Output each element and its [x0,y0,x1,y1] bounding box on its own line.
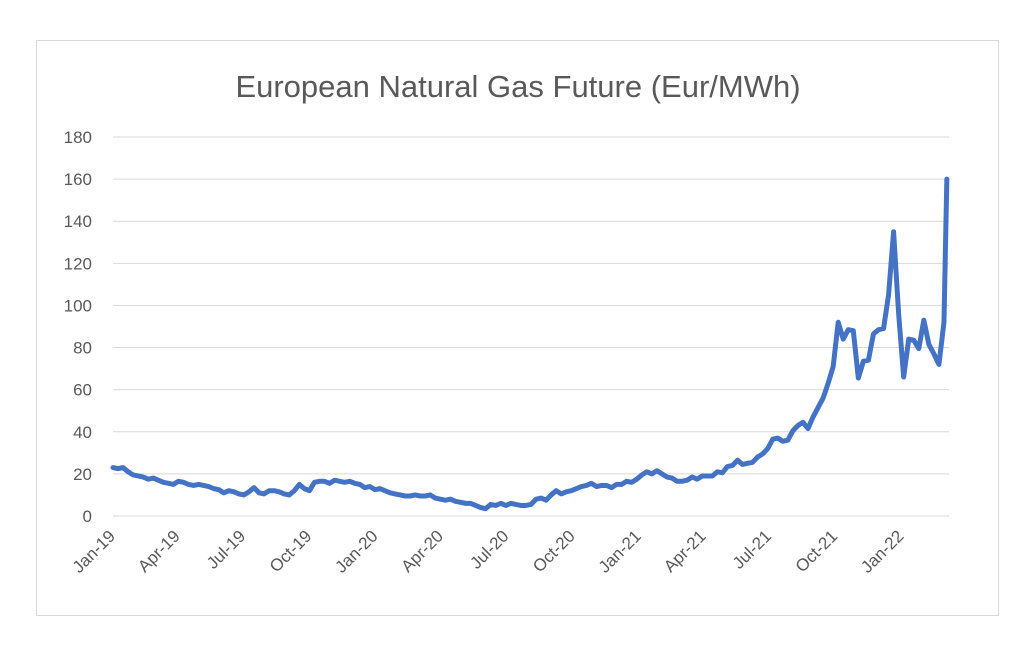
series-layer [110,176,950,512]
x-tick-label: Jul-21 [729,527,775,573]
x-tick-label: Jul-20 [466,527,512,573]
x-tick-label: Apr-21 [660,527,710,577]
y-axis-labels: 0 20 40 60 80 100 120 140 160 180 [64,128,92,526]
y-tick-label: 180 [64,128,92,147]
y-tick-label: 160 [64,170,92,189]
x-tick-label: Oct-21 [792,527,842,577]
x-tick-label: Jan-22 [857,527,907,577]
gridlines [113,136,949,517]
x-tick-label: Jan-21 [595,527,645,577]
y-tick-label: 60 [73,381,92,400]
x-tick-label: Apr-20 [398,527,448,577]
x-tick-label: Jan-20 [331,527,381,577]
y-tick-label: 140 [64,212,92,231]
x-tick-label: Oct-20 [529,527,579,577]
chart-title: European Natural Gas Future (Eur/MWh) [235,69,800,104]
y-tick-label: 120 [64,254,92,273]
x-axis-labels: Jan-19 Apr-19 Jul-19 Oct-19 Jan-20 Apr-20 Jul-… [69,527,908,577]
chart-area: European Natural Gas Future (Eur/MWh) 0 2… [36,40,999,616]
y-tick-label: 20 [73,465,92,484]
y-tick-label: 40 [73,423,92,442]
y-tick-label: 0 [83,507,92,526]
x-tick-label: Apr-19 [134,527,184,577]
x-tick-label: Jan-19 [69,527,119,577]
x-tick-label: Jul-19 [203,527,249,573]
y-tick-label: 100 [64,296,92,315]
y-tick-label: 80 [73,339,92,358]
line-chart: European Natural Gas Future (Eur/MWh) 0 2… [64,69,950,577]
series-line [110,176,950,512]
x-tick-label: Oct-19 [266,527,316,577]
